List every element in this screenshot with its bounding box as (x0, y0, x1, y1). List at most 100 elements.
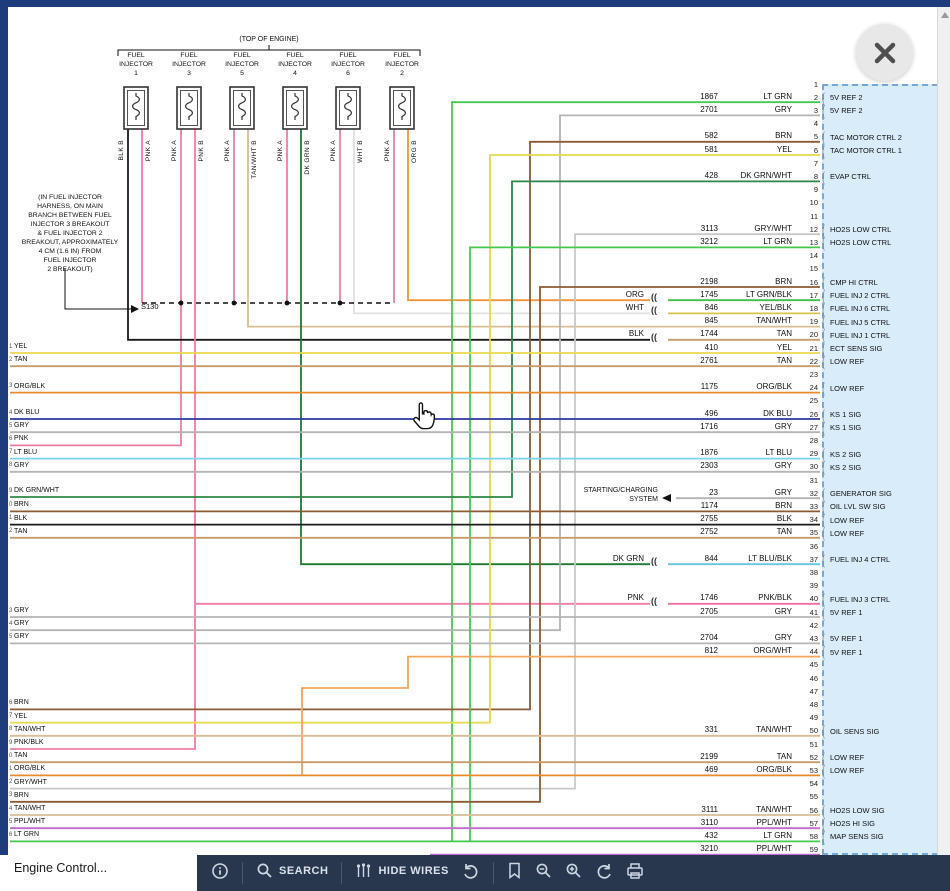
left-wire-color-label: GRY (14, 633, 30, 641)
starting-charging-ref-label: STARTING/CHARGING SYSTEM (583, 487, 658, 504)
inline-wire-color-label: PNK (627, 593, 644, 603)
splice-dot (178, 300, 184, 306)
bookmark-button[interactable] (507, 862, 522, 879)
print-icon (627, 863, 643, 879)
pin-number: 53 (809, 765, 818, 775)
hand-cursor-icon (413, 402, 436, 430)
pin-number: 48 (809, 699, 818, 709)
left-edge-pin-digit: 8 (9, 462, 13, 469)
print-button[interactable] (626, 862, 644, 879)
pin-number: 50 (809, 726, 818, 736)
inline-wire-color-label: BLK (628, 329, 644, 339)
injector-pin-wire-label: TAN/WHT B (251, 140, 258, 179)
zoom-out-button[interactable] (535, 862, 552, 879)
pin-number: 31 (809, 475, 818, 485)
scrollbar-up-arrow-icon[interactable] (941, 12, 949, 18)
circuit-number: 812 (704, 646, 718, 656)
injector-pin-wire-label: BLK B (117, 140, 125, 161)
left-edge-pin-digit: 6 (9, 831, 13, 838)
pin-number: 29 (809, 449, 818, 459)
wire-color-label: DK BLU (763, 408, 792, 418)
toolbar-divider (341, 862, 343, 884)
circuit-number: 2704 (700, 632, 718, 642)
wire-color-label: GRY (774, 461, 792, 471)
wire-color-label: YEL (776, 342, 792, 352)
wire-color-label: BRN (775, 131, 792, 141)
fuel-injector-symbol (176, 86, 202, 130)
wire-color-label: GRY (774, 421, 792, 431)
fuel-injector-label: FUEL INJECTOR 6 (331, 52, 365, 77)
wire-color-label: ORG/BLK (756, 764, 792, 774)
info-button[interactable] (211, 862, 229, 880)
close-button[interactable] (856, 24, 913, 81)
circuit-number: 2701 (700, 104, 718, 114)
pin-number: 55 (809, 792, 818, 802)
pin-number: 4 (813, 119, 818, 129)
pin-number: 17 (809, 290, 818, 300)
left-edge-pin-digit: 8 (9, 726, 13, 733)
injector-pin-wire-label: DK GRN B (304, 140, 311, 175)
diagram-canvas[interactable]: FUEL INJECTOR 1 BLK B PNK A FUEL INJECTOR 3… (0, 0, 950, 873)
pin-number: 39 (809, 581, 818, 591)
left-edge-pin-digit: 6 (9, 435, 13, 442)
left-edge-pin-digit: 2 (9, 356, 13, 363)
circuit-number: 432 (704, 830, 718, 840)
bookmark-icon (509, 862, 520, 879)
circuit-number: 3111 (701, 804, 718, 814)
vertical-scrollbar[interactable] (937, 7, 950, 855)
pin-number: 9 (813, 185, 818, 195)
left-edge-pin-digit: 3 (9, 607, 13, 614)
wire-brn (10, 286, 820, 803)
pin-number: 57 (809, 818, 818, 828)
left-wire-color-label: GRY (14, 620, 30, 628)
left-wire-color-label: GRY (14, 607, 30, 614)
left-edge-pin-digit: 1 (9, 343, 13, 350)
left-edge-pin-digit: 6 (9, 699, 13, 706)
pin-number: 6 (813, 145, 818, 155)
pin-number: 3 (813, 105, 818, 115)
hide-wires-button[interactable]: HIDE WIRES (355, 862, 448, 879)
circuit-number: 3212 (700, 236, 718, 246)
left-wire-color-label: BLK (14, 514, 28, 522)
circuit-number: 428 (704, 170, 718, 180)
wire-gry-wht (10, 233, 820, 790)
wire-color-label: TAN (776, 329, 792, 339)
page-title: Engine Control... (14, 861, 108, 875)
wire-gry (10, 114, 820, 632)
pin-number: 45 (809, 660, 818, 670)
circuit-number: 2705 (700, 606, 718, 616)
wire-color-label: DK GRN/WHT (740, 170, 792, 180)
pin-number: 12 (809, 224, 818, 234)
pin-number: 5 (813, 132, 818, 142)
zoom-out-icon (536, 863, 551, 878)
wire-color-label: LT BLU (765, 448, 792, 458)
left-wire-color-label: ORG/BLK (14, 765, 46, 773)
splice-dot (284, 300, 290, 306)
search-button[interactable]: SEARCH (256, 862, 328, 879)
pin-number: 54 (809, 779, 818, 789)
circuit-number: 3110 (700, 817, 718, 827)
injector-pin-wire-label: PNK B (198, 140, 205, 162)
zoom-in-button[interactable] (565, 862, 582, 879)
search-label: SEARCH (279, 864, 329, 877)
left-edge-pin-digit: 3 (9, 792, 13, 799)
left-wire-color-label: LT GRN (14, 831, 40, 839)
refresh-button[interactable] (595, 862, 613, 879)
pin-number: 36 (809, 541, 818, 551)
pin-number: 58 (809, 831, 818, 841)
info-icon (212, 863, 228, 879)
wire-color-label: TAN (776, 751, 792, 761)
wire-color-label: PPL/WHT (756, 817, 792, 827)
circuit-number: 1744 (700, 329, 718, 339)
pin-number: 7 (813, 158, 818, 168)
close-icon (874, 42, 895, 63)
undo-button[interactable] (462, 862, 480, 879)
pin-number: 1 (813, 79, 818, 89)
pin-number: 13 (809, 237, 818, 247)
fuel-injector-symbol (229, 86, 255, 130)
wire-lt-grn (451, 101, 820, 842)
pin-number: 18 (809, 303, 818, 313)
circuit-number: 846 (704, 302, 718, 312)
wire-pnk (10, 303, 182, 447)
pin-number: 28 (809, 435, 818, 445)
